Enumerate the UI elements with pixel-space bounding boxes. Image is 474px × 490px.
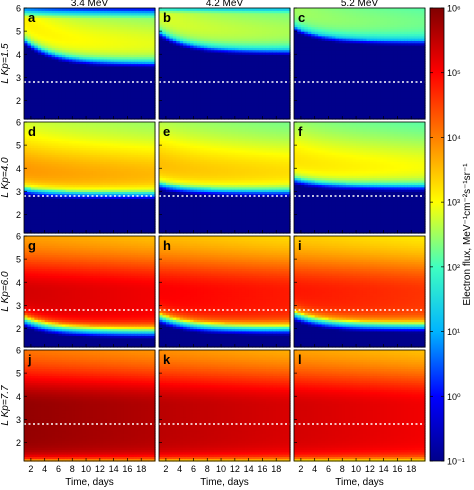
panel-letter: h bbox=[163, 238, 171, 253]
column-title: 5.2 MeV bbox=[341, 0, 379, 9]
x-tick-label: 4 bbox=[177, 464, 182, 474]
y-tick-label: 2 bbox=[16, 210, 21, 220]
y-tick-label: 6 bbox=[16, 232, 21, 242]
colorbar-tick-label: 10³ bbox=[447, 198, 460, 208]
panel-a: a 2 3 4 5 6 bbox=[16, 4, 156, 120]
y-tick-label: 5 bbox=[16, 369, 21, 379]
panel-letter: g bbox=[28, 238, 36, 253]
row-ylabel: L Kp=1.5 bbox=[0, 43, 11, 84]
colorbar-tick-label: 10⁻¹ bbox=[447, 457, 465, 467]
y-tick-label: 4 bbox=[16, 278, 21, 288]
row-labels: L Kp=1.5 L Kp=4.0 L Kp=6.0 L Kp=7.7 bbox=[0, 43, 11, 426]
y-tick-label: 4 bbox=[16, 392, 21, 402]
column-title: 4.2 MeV bbox=[206, 0, 244, 9]
panel-b: b bbox=[158, 7, 291, 120]
panel-k: k bbox=[158, 349, 291, 462]
x-tick-label: 4 bbox=[312, 464, 317, 474]
x-tick-label: 2 bbox=[163, 464, 168, 474]
y-tick-label: 5 bbox=[16, 27, 21, 37]
colorbar-tick-label: 10¹ bbox=[447, 327, 460, 337]
x-tick-label: 14 bbox=[244, 464, 254, 474]
panel-letter: c bbox=[298, 10, 305, 25]
y-tick-label: 3 bbox=[16, 187, 21, 197]
x-tick-label: 12 bbox=[230, 464, 240, 474]
panel-letter: b bbox=[163, 10, 171, 25]
y-tick-label: 5 bbox=[16, 255, 21, 265]
x-tick-label: 18 bbox=[406, 464, 416, 474]
x-tick-label: 6 bbox=[191, 464, 196, 474]
x-tick-label: 8 bbox=[205, 464, 210, 474]
panel-letter: d bbox=[28, 124, 36, 139]
colorbar-gradient bbox=[429, 7, 445, 462]
panel-h: h bbox=[158, 235, 291, 348]
x-tick-label: 10 bbox=[351, 464, 361, 474]
x-tick-label: 14 bbox=[109, 464, 119, 474]
x-tick-label: 8 bbox=[70, 464, 75, 474]
x-tick-label: 12 bbox=[365, 464, 375, 474]
colorbar-tick-label: 10⁵ bbox=[447, 68, 461, 78]
panel-f: f bbox=[293, 121, 426, 234]
colorbar-tick-label: 10⁰ bbox=[447, 392, 461, 402]
y-tick-label: 6 bbox=[16, 118, 21, 128]
x-axis-label: Time, days bbox=[200, 477, 249, 488]
panel-l: l bbox=[293, 349, 426, 462]
panel-c: c bbox=[293, 7, 426, 120]
y-tick-label: 5 bbox=[16, 141, 21, 151]
y-tick-label: 4 bbox=[16, 50, 21, 60]
y-tick-label: 3 bbox=[16, 301, 21, 311]
panel-letter: k bbox=[163, 352, 171, 367]
x-tick-label: 8 bbox=[340, 464, 345, 474]
panel-letter: a bbox=[28, 10, 36, 25]
panel-letter: f bbox=[298, 124, 303, 139]
y-tick-label: 3 bbox=[16, 415, 21, 425]
y-tick-label: 4 bbox=[16, 164, 21, 174]
row-ylabel: L Kp=7.7 bbox=[0, 385, 11, 426]
x-tick-label: 2 bbox=[28, 464, 33, 474]
x-tick-label: 6 bbox=[326, 464, 331, 474]
panel-letter: j bbox=[27, 352, 32, 367]
colorbar-tick-label: 10² bbox=[447, 262, 460, 272]
panel-letter: e bbox=[163, 124, 170, 139]
panel-grid: a 2 3 4 5 6 b c d 2 3 4 5 6 e f g 2 3 4 5 6 h i j 2 3 4 5 6 k l bbox=[16, 4, 426, 462]
x-tick-label: 10 bbox=[216, 464, 226, 474]
x-tick-label: 10 bbox=[81, 464, 91, 474]
panel-j: j 2 3 4 5 6 bbox=[16, 346, 156, 462]
x-tick-label: 6 bbox=[56, 464, 61, 474]
panel-e: e bbox=[158, 121, 291, 234]
panel-i: i bbox=[293, 235, 426, 348]
x-axis-label: Time, days bbox=[65, 477, 114, 488]
x-tick-label: 18 bbox=[271, 464, 281, 474]
y-tick-label: 3 bbox=[16, 73, 21, 83]
x-tick-label: 18 bbox=[136, 464, 146, 474]
colorbar-label: Electron flux, MeV⁻¹cm⁻²s⁻¹sr⁻¹ bbox=[462, 163, 473, 306]
panel-g: g 2 3 4 5 6 bbox=[16, 232, 156, 348]
column-title: 3.4 MeV bbox=[71, 0, 109, 9]
x-tick-label: 16 bbox=[392, 464, 402, 474]
x-tick-label: 16 bbox=[257, 464, 267, 474]
row-ylabel: L Kp=4.0 bbox=[0, 157, 11, 198]
x-tick-label: 12 bbox=[95, 464, 105, 474]
colorbar: 10⁶ 10⁵ 10⁴ 10³ 10² 10¹ 10⁰ 10⁻¹ Electron flux, … bbox=[429, 4, 473, 467]
y-tick-label: 2 bbox=[16, 324, 21, 334]
x-axis-label: Time, days bbox=[335, 477, 384, 488]
y-tick-label: 6 bbox=[16, 346, 21, 356]
x-tick-label: 4 bbox=[42, 464, 47, 474]
panel-letter: l bbox=[298, 352, 302, 367]
x-tick-label: 14 bbox=[379, 464, 389, 474]
x-tick-label: 2 bbox=[298, 464, 303, 474]
panel-letter: i bbox=[298, 238, 302, 253]
y-tick-label: 6 bbox=[16, 4, 21, 14]
y-tick-label: 2 bbox=[16, 438, 21, 448]
panel-d: d 2 3 4 5 6 bbox=[16, 118, 156, 234]
x-tick-label: 16 bbox=[122, 464, 132, 474]
y-tick-label: 2 bbox=[16, 96, 21, 106]
column-titles: 3.4 MeV 4.2 MeV 5.2 MeV bbox=[71, 0, 379, 9]
colorbar-tick-label: 10⁴ bbox=[447, 133, 461, 143]
colorbar-tick-label: 10⁶ bbox=[447, 4, 461, 14]
row-ylabel: L Kp=6.0 bbox=[0, 271, 11, 312]
